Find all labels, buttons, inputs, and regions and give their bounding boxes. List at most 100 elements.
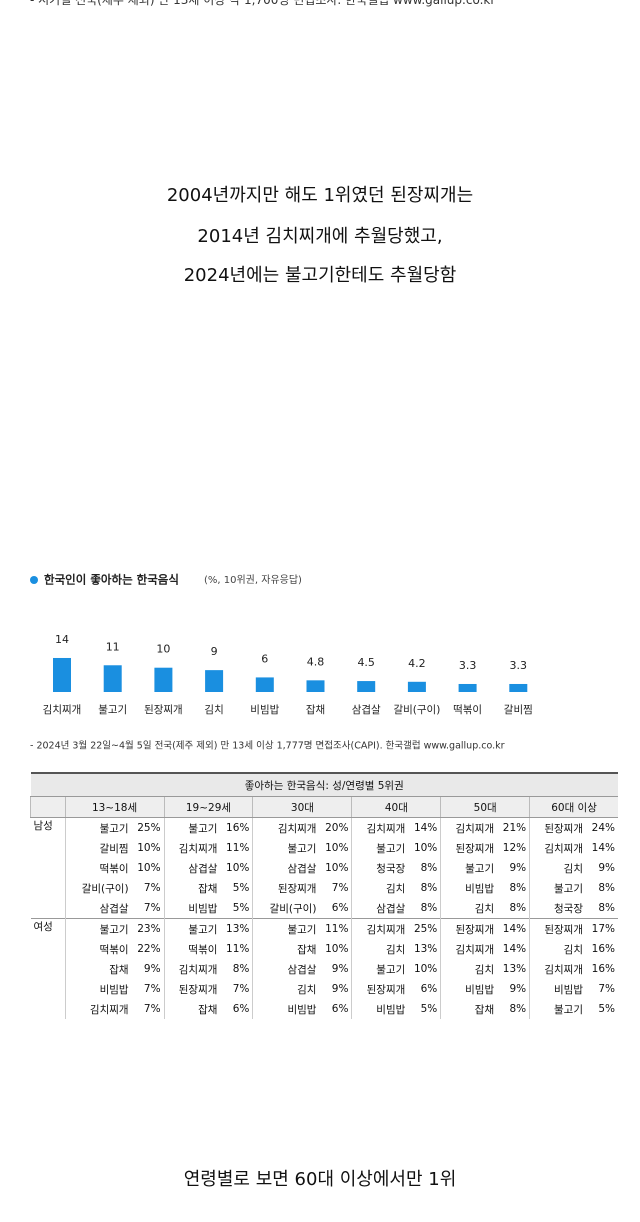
food-cell: 비빔밥	[64, 979, 132, 999]
food-cell: 잡채	[64, 959, 132, 979]
food-cell: 김치찌개	[440, 817, 498, 838]
group-label: 여성	[30, 918, 65, 1019]
table-row: 떡볶이 10% 삼겹살 10% 삼겹살 10% 청국장 8% 불고기 9% 김치 9%	[31, 858, 619, 878]
food-cell: 김치찌개	[529, 959, 586, 979]
table-row: 갈비(구이) 7% 잡채 5% 된장찌개 7% 김치 8% 비빔밥 8% 불고기 8%	[31, 878, 619, 898]
food-cell: 비빔밥	[529, 979, 586, 999]
value-label: 3.3	[459, 659, 477, 672]
food-cell: 김치찌개	[351, 918, 409, 939]
column-header: 40대	[351, 796, 441, 818]
food-cell: 된장찌개	[440, 838, 498, 858]
table-row: 비빔밥 7% 된장찌개 7% 김치 9% 된장찌개 6% 비빔밥 9% 비빔밥 7%	[31, 979, 619, 999]
category-label: 잡채	[306, 704, 325, 716]
value-label: 9	[211, 645, 218, 658]
column-header: 19~29세	[163, 796, 253, 818]
category-label: 김치찌개	[43, 704, 82, 716]
bar	[255, 677, 274, 692]
food-cell: 김치찌개	[529, 838, 586, 858]
category-label: 김치	[204, 704, 223, 716]
chart-subtitle: (%, 10위권, 자유응답)	[204, 573, 302, 586]
bar	[458, 683, 477, 692]
food-cell: 김치	[440, 898, 498, 919]
food-cell: 김치찌개	[440, 939, 498, 959]
table-row: 삼겹살 7% 비빔밥 5% 갈비(구이) 6% 삼겹살 8% 김치 8% 청국장 8%	[31, 898, 619, 919]
food-cell: 김치찌개	[163, 959, 221, 979]
percent-cell: 25%	[408, 918, 441, 939]
percent-cell: 9%	[598, 862, 615, 874]
category-label: 불고기	[98, 704, 127, 716]
percent-cell: 14%	[591, 842, 615, 854]
percent-cell: 5%	[232, 882, 250, 894]
percent-cell: 24%	[586, 817, 618, 838]
food-cell: 불고기	[351, 838, 409, 858]
percent-cell: 22%	[137, 943, 161, 955]
food-cell: 삼겹살	[351, 898, 409, 919]
percent-cell: 8%	[420, 882, 438, 894]
percent-cell: 11%	[226, 842, 250, 854]
food-cell: 비빔밥	[440, 979, 498, 999]
food-cell: 된장찌개	[252, 878, 320, 898]
percent-cell: 8%	[420, 902, 438, 914]
column-header: 13~18세	[64, 796, 165, 818]
value-label: 6	[261, 652, 268, 665]
bar	[509, 683, 528, 692]
food-cell: 비빔밥	[163, 898, 221, 919]
percent-cell: 8%	[598, 902, 615, 914]
bar	[407, 681, 426, 692]
value-label: 10	[156, 643, 170, 656]
percent-cell: 8%	[509, 882, 527, 894]
percent-cell: 7%	[598, 983, 615, 995]
food-cell: 된장찌개	[529, 918, 586, 939]
food-cell: 김치	[529, 858, 586, 878]
percent-cell: 7%	[143, 882, 161, 894]
category-label: 비빔밥	[250, 704, 279, 716]
paragraph: 2014년 김치찌개에 추월당했고,	[197, 226, 443, 247]
percent-cell: 17%	[586, 918, 618, 939]
percent-cell: 25%	[131, 817, 165, 838]
percent-cell: 14%	[502, 943, 527, 955]
food-cell: 불고기	[351, 959, 409, 979]
food-cell: 갈비(구이)	[64, 878, 132, 898]
paragraph: 2004년까지만 해도 1위였던 된장찌개는	[166, 185, 474, 206]
percent-cell: 9%	[509, 983, 527, 995]
percent-cell: 6%	[331, 902, 349, 914]
category-label: 된장찌개	[144, 704, 183, 716]
paragraph: 2024년에는 불고기한테도 추월당함	[183, 265, 457, 286]
percent-cell: 6%	[420, 983, 438, 995]
food-cell: 김치찌개	[64, 999, 132, 1019]
food-cell: 갈비찜	[64, 838, 132, 858]
food-cell: 불고기	[440, 858, 498, 878]
percent-cell: 14%	[497, 918, 530, 939]
value-label: 4.5	[357, 656, 375, 669]
percent-cell: 9%	[331, 963, 349, 975]
food-cell: 삼겹살	[252, 959, 320, 979]
category-label: 갈비찜	[504, 703, 533, 716]
food-cell: 불고기	[529, 878, 586, 898]
bar	[154, 667, 173, 692]
food-cell: 불고기	[529, 999, 586, 1019]
table-row: 갈비찜 10% 김치찌개 11% 불고기 10% 불고기 10% 된장찌개 12% 김치찌개 14%	[31, 838, 619, 858]
table-row: 김치찌개 7% 잡채 6% 비빔밥 6% 비빔밥 5% 잡채 8% 불고기 5%	[31, 999, 619, 1019]
percent-cell: 5%	[232, 902, 250, 914]
percent-cell: 8%	[420, 862, 438, 874]
bar	[306, 680, 325, 692]
table-row: 잡채 9% 김치찌개 8% 삼겹살 9% 불고기 10% 김치 13% 김치찌개 16%	[31, 959, 619, 979]
value-label: 4.8	[307, 655, 325, 668]
food-cell: 불고기	[163, 817, 221, 838]
title-bullet	[30, 576, 38, 584]
percent-cell: 21%	[497, 817, 530, 838]
food-cell: 잡채	[163, 999, 221, 1019]
table-title: 좋아하는 한국음식: 성/연령별 5위권	[30, 772, 618, 797]
percent-cell: 9%	[143, 963, 161, 975]
food-cell: 청국장	[351, 858, 409, 878]
header-blank	[30, 796, 65, 818]
food-cell: 김치찌개	[351, 817, 409, 838]
food-cell: 비빔밥	[351, 999, 409, 1019]
value-label: 14	[55, 633, 69, 646]
group-label: 남성	[30, 817, 65, 919]
food-cell: 잡채	[163, 878, 221, 898]
percent-cell: 12%	[502, 842, 527, 854]
percent-cell: 10%	[325, 862, 349, 874]
food-cell: 삼겹살	[163, 858, 221, 878]
